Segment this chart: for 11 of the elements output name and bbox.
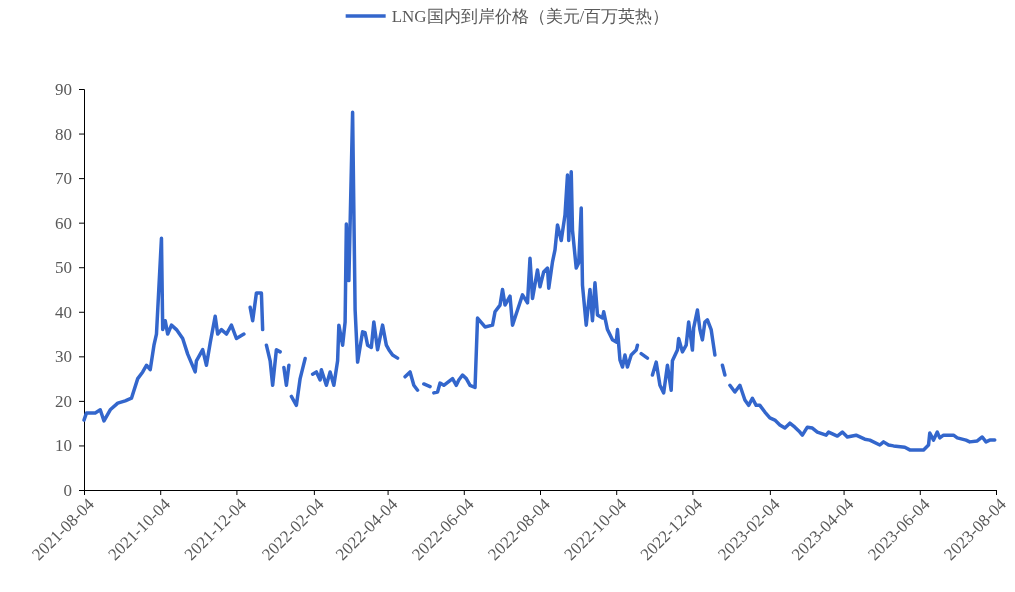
y-tick-label: 90 — [55, 79, 72, 99]
legend-label: LNG国内到岸价格（美元/百万英热） — [391, 6, 670, 26]
y-tick-label: 10 — [55, 436, 72, 456]
y-tick-label: 40 — [55, 302, 72, 322]
y-tick-label: 80 — [55, 124, 72, 144]
y-tick-label: 30 — [55, 347, 72, 367]
y-tick-label: 60 — [55, 213, 72, 233]
y-tick-label: 0 — [63, 480, 72, 500]
y-tick-label: 20 — [55, 391, 72, 411]
y-tick-label: 50 — [55, 258, 72, 278]
y-tick-label: 70 — [55, 169, 72, 189]
